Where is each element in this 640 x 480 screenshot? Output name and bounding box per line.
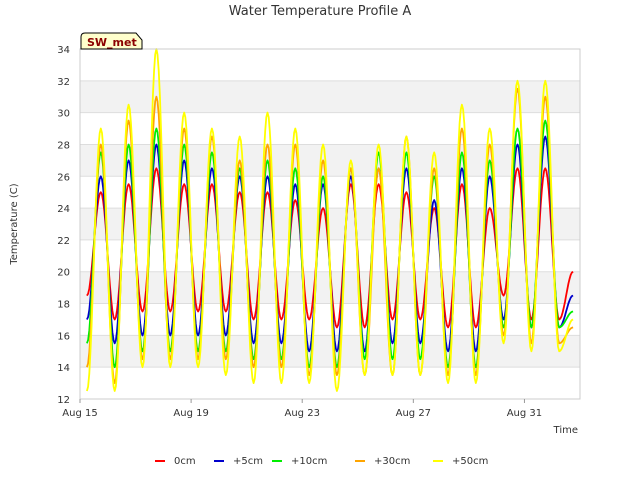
series-lines xyxy=(86,48,574,392)
legend: 0cm +5cm +10cm +30cm +50cm xyxy=(155,456,488,467)
plot-border xyxy=(79,48,581,400)
site-badge-label: SW_met xyxy=(87,36,137,49)
x-tick-label: Aug 23 xyxy=(285,408,320,419)
chart-title: Water Temperature Profile A xyxy=(229,4,412,19)
y-tick-label: 20 xyxy=(57,268,70,279)
legend-label: +30cm xyxy=(374,456,410,467)
site-badge-box xyxy=(80,32,143,50)
legend-item: +30cm xyxy=(355,456,410,467)
x-axis-ticks: Aug 15 Aug 19 Aug 23 Aug 27 Aug 31 xyxy=(62,399,542,419)
plot-band xyxy=(80,335,580,368)
y-tick-label: 22 xyxy=(57,236,70,247)
x-tick-label: Aug 19 xyxy=(173,408,208,419)
y-tick-label: 32 xyxy=(57,77,70,88)
legend-label: +10cm xyxy=(291,456,327,467)
plot-band xyxy=(80,80,580,113)
x-tick-label: Aug 31 xyxy=(507,408,542,419)
y-tick-label: 24 xyxy=(57,204,70,215)
y-tick-label: 14 xyxy=(57,363,70,374)
legend-item: +50cm xyxy=(433,456,488,467)
y-tick-label: 28 xyxy=(57,140,70,151)
plot-band xyxy=(80,144,580,177)
legend-label: 0cm xyxy=(174,456,196,467)
legend-label: +50cm xyxy=(452,456,488,467)
legend-item: +5cm xyxy=(214,456,263,467)
y-tick-label: 12 xyxy=(57,395,70,406)
y-tick-label: 30 xyxy=(57,109,70,120)
y-tick-label: 16 xyxy=(57,331,70,342)
series-line-50cm xyxy=(86,48,574,392)
y-axis-label: Temperature (C) xyxy=(9,183,20,265)
site-badge: SW_met xyxy=(80,32,143,50)
y-tick-label: 18 xyxy=(57,300,70,311)
y-tick-label: 26 xyxy=(57,172,70,183)
y-axis-ticks: 12 14 16 18 20 22 24 26 28 30 32 34 xyxy=(57,45,70,406)
y-tick-label: 34 xyxy=(57,45,70,56)
legend-label: +5cm xyxy=(233,456,263,467)
legend-item: 0cm xyxy=(155,456,196,467)
legend-item: +10cm xyxy=(272,456,327,467)
x-tick-label: Aug 15 xyxy=(62,408,97,419)
x-axis-label: Time xyxy=(553,425,578,436)
x-tick-label: Aug 27 xyxy=(396,408,431,419)
plot-band xyxy=(80,208,580,240)
